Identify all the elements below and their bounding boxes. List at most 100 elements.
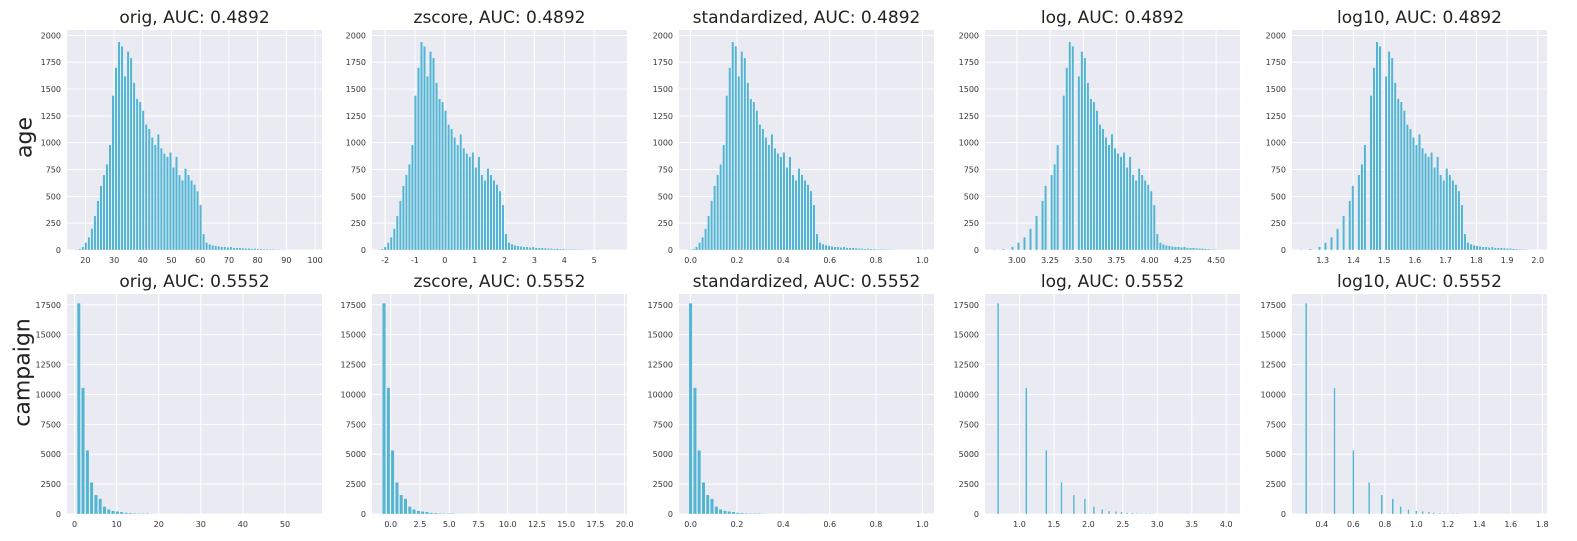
y-tick-label: 1750	[41, 58, 61, 67]
histogram-bar	[145, 513, 150, 515]
histogram-bar	[235, 247, 239, 251]
histogram-bar	[992, 249, 996, 251]
histogram-bar	[1168, 245, 1171, 251]
histogram-bar	[492, 180, 496, 251]
y-tick-label: 10000	[1261, 390, 1286, 399]
histogram-bar	[199, 204, 202, 251]
histogram-bar	[731, 511, 736, 515]
histogram-bar	[96, 200, 100, 251]
histogram-bar	[1071, 45, 1075, 251]
histogram-bar	[1017, 242, 1020, 251]
histogram-bar	[403, 498, 408, 515]
histogram-bar	[695, 246, 698, 251]
histogram-bar	[1164, 245, 1168, 251]
x-tick-label: 1.2	[1441, 520, 1454, 529]
y-tick-label: 10000	[648, 390, 673, 399]
x-tick-label: 1.4	[1473, 520, 1486, 529]
histogram-bar	[1201, 248, 1204, 251]
x-tick-label: 20.0	[616, 520, 634, 529]
histogram-bar	[1466, 242, 1470, 251]
x-tick-label: 70	[224, 256, 234, 265]
histogram-bar	[1001, 248, 1005, 251]
histogram-bar	[857, 248, 861, 251]
histogram-bar	[129, 57, 133, 251]
histogram-bar	[568, 248, 571, 251]
histogram-bar	[1044, 185, 1047, 251]
histogram-bar	[1439, 174, 1443, 251]
histogram-bar	[1050, 174, 1054, 251]
histogram-bar	[483, 180, 487, 251]
histogram-bar	[1204, 248, 1207, 251]
histogram-bar	[815, 233, 819, 251]
histogram-bar	[163, 153, 166, 251]
histogram-bar	[81, 246, 85, 251]
histogram-bar	[1427, 156, 1430, 251]
histogram-bar	[1393, 82, 1397, 251]
histogram-bar	[718, 509, 723, 515]
y-tick-label: 750	[351, 166, 366, 175]
y-tick-label: 1250	[1266, 112, 1286, 121]
y-tick-label: 7500	[653, 420, 673, 429]
histogram-bar	[277, 249, 281, 251]
histogram-bar	[441, 101, 444, 251]
histogram-bar	[408, 163, 411, 251]
histogram-bar	[244, 248, 248, 251]
plot-background	[67, 294, 322, 514]
histogram-bar	[1524, 249, 1527, 251]
x-tick-label: 1.5	[1378, 256, 1391, 265]
histogram-bar	[229, 246, 233, 251]
histogram-bar	[462, 147, 466, 251]
histogram-bar	[120, 45, 124, 251]
histogram-bar	[1062, 95, 1066, 251]
histogram-bar	[262, 248, 266, 251]
histogram-bar	[1363, 144, 1367, 251]
histogram-bar	[800, 174, 804, 251]
histogram-bar	[788, 156, 792, 251]
x-tick-label: 0.6	[823, 256, 836, 265]
histogram-bar	[420, 511, 425, 515]
y-tick-label: 15000	[1261, 331, 1286, 340]
x-tick-label: 40	[138, 256, 148, 265]
panel-title: log10, AUC: 0.5552	[1337, 272, 1502, 292]
histogram-bar	[1380, 494, 1383, 515]
y-tick-label: 1250	[653, 112, 673, 121]
histogram-bar	[147, 128, 151, 251]
x-tick-label: 0.4	[1316, 520, 1329, 529]
panel-0-3: 0 250 500 750 1000 1250 1500 1750 2000 3.00 3.25 3.…	[959, 8, 1240, 265]
histogram-bar	[565, 248, 568, 251]
histogram-bar	[1056, 144, 1060, 251]
x-tick-label: 4.00	[1141, 256, 1159, 265]
histogram-bar	[138, 101, 142, 251]
histogram-bar	[141, 513, 145, 515]
histogram-bar	[1481, 246, 1485, 251]
histogram-bar	[710, 498, 714, 515]
y-tick-label: 0	[56, 246, 61, 255]
x-tick-label: 0.4	[777, 520, 790, 529]
histogram-bar	[1140, 513, 1143, 515]
histogram-bar	[132, 82, 136, 251]
histogram-bar	[806, 184, 810, 251]
histogram-bar	[546, 248, 550, 251]
x-tick-label: 3.75	[1108, 256, 1126, 265]
histogram-bar	[1089, 98, 1093, 251]
histogram-bar	[1095, 110, 1099, 251]
histogram-bar	[1198, 248, 1201, 251]
y-tick-label: 1250	[346, 112, 366, 121]
x-tick-label: 0.8	[870, 520, 883, 529]
histogram-bar	[111, 510, 115, 515]
histogram-bar	[863, 248, 867, 251]
x-tick-label: 5.0	[443, 520, 456, 529]
histogram-bar	[193, 184, 196, 251]
histogram-bar	[114, 67, 118, 251]
x-tick-label: 1.6	[1409, 256, 1422, 265]
histogram-bar	[692, 248, 695, 251]
histogram-bar	[1424, 153, 1427, 251]
histogram-bar	[522, 246, 526, 251]
y-tick-label: 5000	[41, 450, 61, 459]
x-tick-label: 2.0	[1082, 520, 1095, 529]
histogram-bar	[220, 246, 224, 251]
histogram-bar	[761, 128, 765, 251]
histogram-bar	[437, 513, 442, 515]
histogram-bar	[156, 133, 160, 251]
y-tick-label: 1500	[959, 85, 979, 94]
